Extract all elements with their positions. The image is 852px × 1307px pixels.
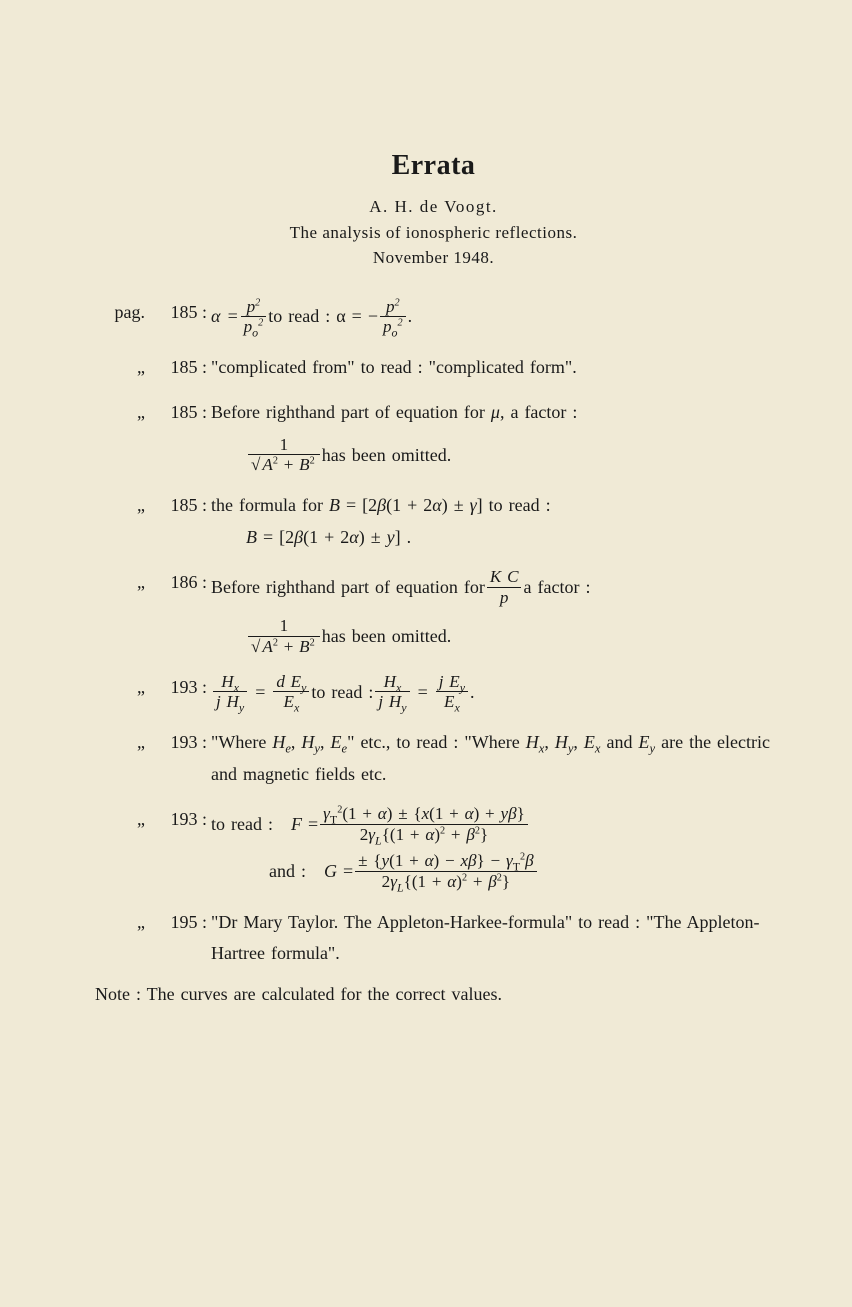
fraction: K C p bbox=[487, 567, 522, 608]
entry-body: "Where He, Hy, Ee" etc., to read : "Wher… bbox=[211, 727, 772, 790]
entry-body: Hx j Hy = d Ey Ex to read : Hx j Hy = j … bbox=[211, 672, 772, 713]
pag-label: pag. bbox=[95, 297, 155, 329]
entry-text: has been omitted. bbox=[322, 440, 451, 472]
fraction: j Ey Ex bbox=[436, 672, 468, 713]
entry-text: Before righthand part of equation for μ,… bbox=[211, 402, 577, 422]
entry-text: 1 √A2 + B2 has been omitted. bbox=[211, 435, 451, 476]
page-number: 193 : bbox=[155, 727, 211, 759]
entry-body: "Dr Mary Taylor. The Appleton-Harkee-for… bbox=[211, 907, 772, 970]
fraction: p2 po2 bbox=[241, 297, 267, 338]
entry-text: 1 √A2 + B2 has been omitted. bbox=[211, 616, 451, 657]
subtitle-block: A. H. de Voogt. The analysis of ionosphe… bbox=[95, 194, 772, 271]
errata-entry: „ 193 : "Where He, Hy, Ee" etc., to read… bbox=[95, 727, 772, 790]
entry-text: and : G = bbox=[269, 856, 353, 888]
page-number: 185 : bbox=[155, 490, 211, 522]
entry-body: Before righthand part of equation for K … bbox=[211, 567, 772, 658]
formula-text: . bbox=[408, 301, 413, 333]
ditto-mark: „ bbox=[95, 804, 155, 836]
page-number: 193 : bbox=[155, 672, 211, 704]
entry-body: Before righthand part of equation for μ,… bbox=[211, 397, 772, 476]
page-number: 193 : bbox=[155, 804, 211, 836]
errata-entry: „ 186 : Before righthand part of equatio… bbox=[95, 567, 772, 658]
entry-text: B = [2β(1 + 2α) ± y] . bbox=[211, 522, 772, 554]
entry-body: the formula for B = [2β(1 + 2α) ± γ] to … bbox=[211, 490, 772, 553]
fraction: ± {y(1 + α) − xβ} − γT2β 2γL{(1 + α)2 + … bbox=[355, 851, 537, 892]
ditto-mark: „ bbox=[95, 397, 155, 429]
errata-entry: „ 185 : "complicated from" to read : "co… bbox=[95, 352, 772, 384]
entry-text: to read : bbox=[311, 677, 373, 709]
ditto-mark: „ bbox=[95, 672, 155, 704]
entry-text: the formula for B = [2β(1 + 2α) ± γ] to … bbox=[211, 495, 551, 515]
fraction: 1 √A2 + B2 bbox=[248, 616, 320, 657]
fraction: d Ey Ex bbox=[273, 672, 309, 713]
author: A. H. de Voogt. bbox=[369, 197, 498, 216]
formula-row: and : G = ± {y(1 + α) − xβ} − γT2β 2γL{(… bbox=[211, 851, 772, 892]
entry-text: to read : F = bbox=[211, 809, 318, 841]
entry-body: to read : F = γT2(1 + α) ± {x(1 + α) + y… bbox=[211, 804, 772, 893]
page-number: 195 : bbox=[155, 907, 211, 939]
errata-entry: „ 193 : Hx j Hy = d Ey Ex to read : Hx j… bbox=[95, 672, 772, 713]
fraction: p2 po2 bbox=[380, 297, 406, 338]
date: November 1948. bbox=[373, 248, 494, 267]
entry-body: "complicated from" to read : "complicate… bbox=[211, 352, 772, 384]
entry-text: a factor : bbox=[523, 572, 590, 604]
entry-text: . bbox=[470, 677, 475, 709]
entry-text: Before righthand part of equation for K … bbox=[211, 567, 590, 608]
fraction: γT2(1 + α) ± {x(1 + α) + yβ} 2γL{(1 + α)… bbox=[320, 804, 528, 845]
errata-entry: „ 195 : "Dr Mary Taylor. The Appleton-Ha… bbox=[95, 907, 772, 970]
page-number: 185 : bbox=[155, 297, 211, 329]
title: Errata bbox=[95, 150, 772, 182]
fraction: Hx j Hy bbox=[213, 672, 247, 713]
entry-text: Before righthand part of equation for bbox=[211, 572, 485, 604]
ditto-mark: „ bbox=[95, 727, 155, 759]
page-number: 186 : bbox=[155, 567, 211, 599]
errata-page: Errata A. H. de Voogt. The analysis of i… bbox=[0, 0, 852, 1307]
note: Note : The curves are calculated for the… bbox=[95, 984, 772, 1005]
entry-body: α = p2 po2 to read : α = − p2 po2 . bbox=[211, 297, 772, 338]
errata-entry: „ 185 : Before righthand part of equatio… bbox=[95, 397, 772, 476]
formula-row: to read : F = γT2(1 + α) ± {x(1 + α) + y… bbox=[211, 804, 772, 845]
fraction: 1 √A2 + B2 bbox=[248, 435, 320, 476]
formula-text: α = bbox=[211, 301, 239, 333]
work-title: The analysis of ionospheric reflections. bbox=[290, 223, 578, 242]
ditto-mark: „ bbox=[95, 490, 155, 522]
errata-entry: pag. 185 : α = p2 po2 to read : α = − p2… bbox=[95, 297, 772, 338]
page-number: 185 : bbox=[155, 397, 211, 429]
formula-text: to read : α = − bbox=[268, 301, 378, 333]
ditto-mark: „ bbox=[95, 907, 155, 939]
ditto-mark: „ bbox=[95, 352, 155, 384]
errata-entry: „ 185 : the formula for B = [2β(1 + 2α) … bbox=[95, 490, 772, 553]
fraction: Hx j Hy bbox=[375, 672, 409, 713]
errata-entry: „ 193 : to read : F = γT2(1 + α) ± {x(1 … bbox=[95, 804, 772, 893]
ditto-mark: „ bbox=[95, 567, 155, 599]
page-number: 185 : bbox=[155, 352, 211, 384]
entry-text: has been omitted. bbox=[322, 621, 451, 653]
